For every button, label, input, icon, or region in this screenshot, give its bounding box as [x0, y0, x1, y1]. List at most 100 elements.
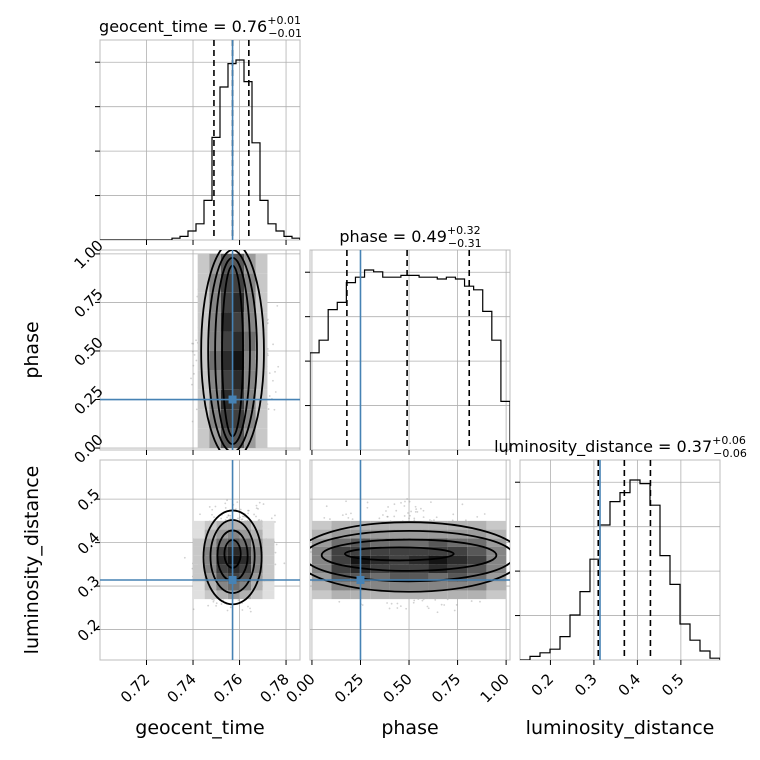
scatter-point [268, 395, 271, 397]
xtick-label-luminosity_distance-1: 0.3 [571, 670, 601, 700]
density-cell [486, 573, 507, 582]
scatter-point [195, 408, 198, 411]
scatter-point [192, 608, 195, 611]
density-cell [428, 520, 448, 530]
scatter-point [396, 602, 399, 605]
hist-group-geocent_time [100, 40, 300, 240]
density-cell [262, 546, 275, 556]
scatter-point [452, 513, 455, 516]
scatter-point [207, 604, 210, 607]
scatter-point [247, 509, 250, 512]
scatter-point [410, 510, 412, 513]
density-cell [409, 538, 429, 547]
scatter-point [403, 505, 406, 507]
density-cell [447, 581, 468, 591]
density-cell [311, 564, 332, 574]
scatter-point [239, 508, 242, 511]
density-cell [467, 538, 487, 547]
scatter-point [229, 514, 232, 517]
density-cell [197, 370, 210, 390]
scatter-point [399, 605, 402, 607]
scatter-point [395, 509, 398, 512]
scatter-point [199, 513, 201, 516]
density-cell [389, 573, 410, 582]
contour-2-1 [320, 538, 498, 572]
truth-marker-2 [356, 576, 365, 584]
scatter-point [408, 500, 411, 503]
scatter-point [229, 517, 232, 520]
scatter-point [237, 599, 240, 602]
scatter-point [479, 600, 481, 603]
density-cell [216, 555, 228, 565]
scatter-point [323, 516, 326, 519]
scatter-point [345, 500, 347, 503]
scatter-point [274, 391, 277, 393]
density-cell [331, 546, 351, 556]
scatter-point [214, 505, 217, 508]
density-cell [239, 590, 252, 600]
pair-group-geocent_time-phase [100, 250, 300, 450]
density-cell [262, 590, 275, 600]
density-cell [209, 292, 221, 313]
density-cell [193, 573, 205, 582]
density-cell [239, 555, 252, 565]
density-cell [370, 546, 390, 556]
density-cell [204, 564, 217, 574]
density-cell [409, 590, 429, 600]
pair-group-geocent_time-luminosity_distance [100, 460, 300, 660]
density-cell [447, 573, 468, 582]
density-cell [239, 529, 252, 539]
density-cell [467, 520, 487, 530]
title-luminosity_distance: luminosity_distance = 0.37+0.06 [494, 434, 746, 457]
density-cell [311, 546, 332, 556]
scatter-point [247, 509, 249, 512]
density-cell [370, 520, 390, 530]
scatter-point [226, 499, 228, 502]
xtick-label-geocent_time-0: 0.72 [117, 670, 153, 706]
density-cell [428, 573, 448, 582]
density-cell [220, 350, 233, 371]
density-cell [409, 564, 429, 574]
scatter-point [414, 510, 417, 513]
ytick-label-luminosity_distance-3: 0.5 [74, 485, 104, 515]
scatter-point [274, 551, 277, 554]
scatter-point [235, 508, 237, 511]
scatter-point [378, 517, 381, 520]
scatter-point [436, 611, 439, 614]
density-cell [389, 564, 410, 574]
density-cell [193, 555, 205, 565]
scatter-point [274, 563, 277, 566]
density-cell [227, 555, 240, 565]
density-cell [262, 573, 275, 582]
density-cell [204, 573, 217, 582]
xtick-label-geocent_time-1: 0.74 [164, 670, 200, 706]
scatter-point [258, 518, 261, 521]
density-cell [204, 529, 217, 539]
scatter-point [241, 515, 244, 518]
density-cell [331, 573, 351, 582]
density-cell [370, 538, 390, 547]
density-cell [251, 581, 263, 591]
scatter-point [396, 607, 399, 609]
scatter-point [413, 517, 416, 520]
scatter-point [382, 514, 384, 516]
scatter-point [453, 609, 456, 612]
density-cell [220, 312, 233, 332]
scatter-point [255, 507, 258, 510]
density-cell [239, 520, 252, 530]
density-cell [486, 555, 507, 565]
scatter-point [351, 518, 354, 521]
title-phase: phase = 0.49+0.32 [339, 224, 480, 246]
hist-group-luminosity_distance [520, 460, 720, 660]
scatter-point [236, 501, 239, 504]
title-plus-geocent_time: +0.01 [267, 14, 301, 27]
scatter-point [237, 517, 239, 520]
scatter-point [388, 607, 391, 610]
density-cell [255, 312, 268, 332]
density-cell [197, 253, 210, 274]
scatter-point [190, 377, 192, 380]
density-cell [311, 520, 332, 530]
density-cell [389, 590, 410, 600]
density-cell [209, 428, 221, 449]
density-cell [467, 529, 487, 539]
